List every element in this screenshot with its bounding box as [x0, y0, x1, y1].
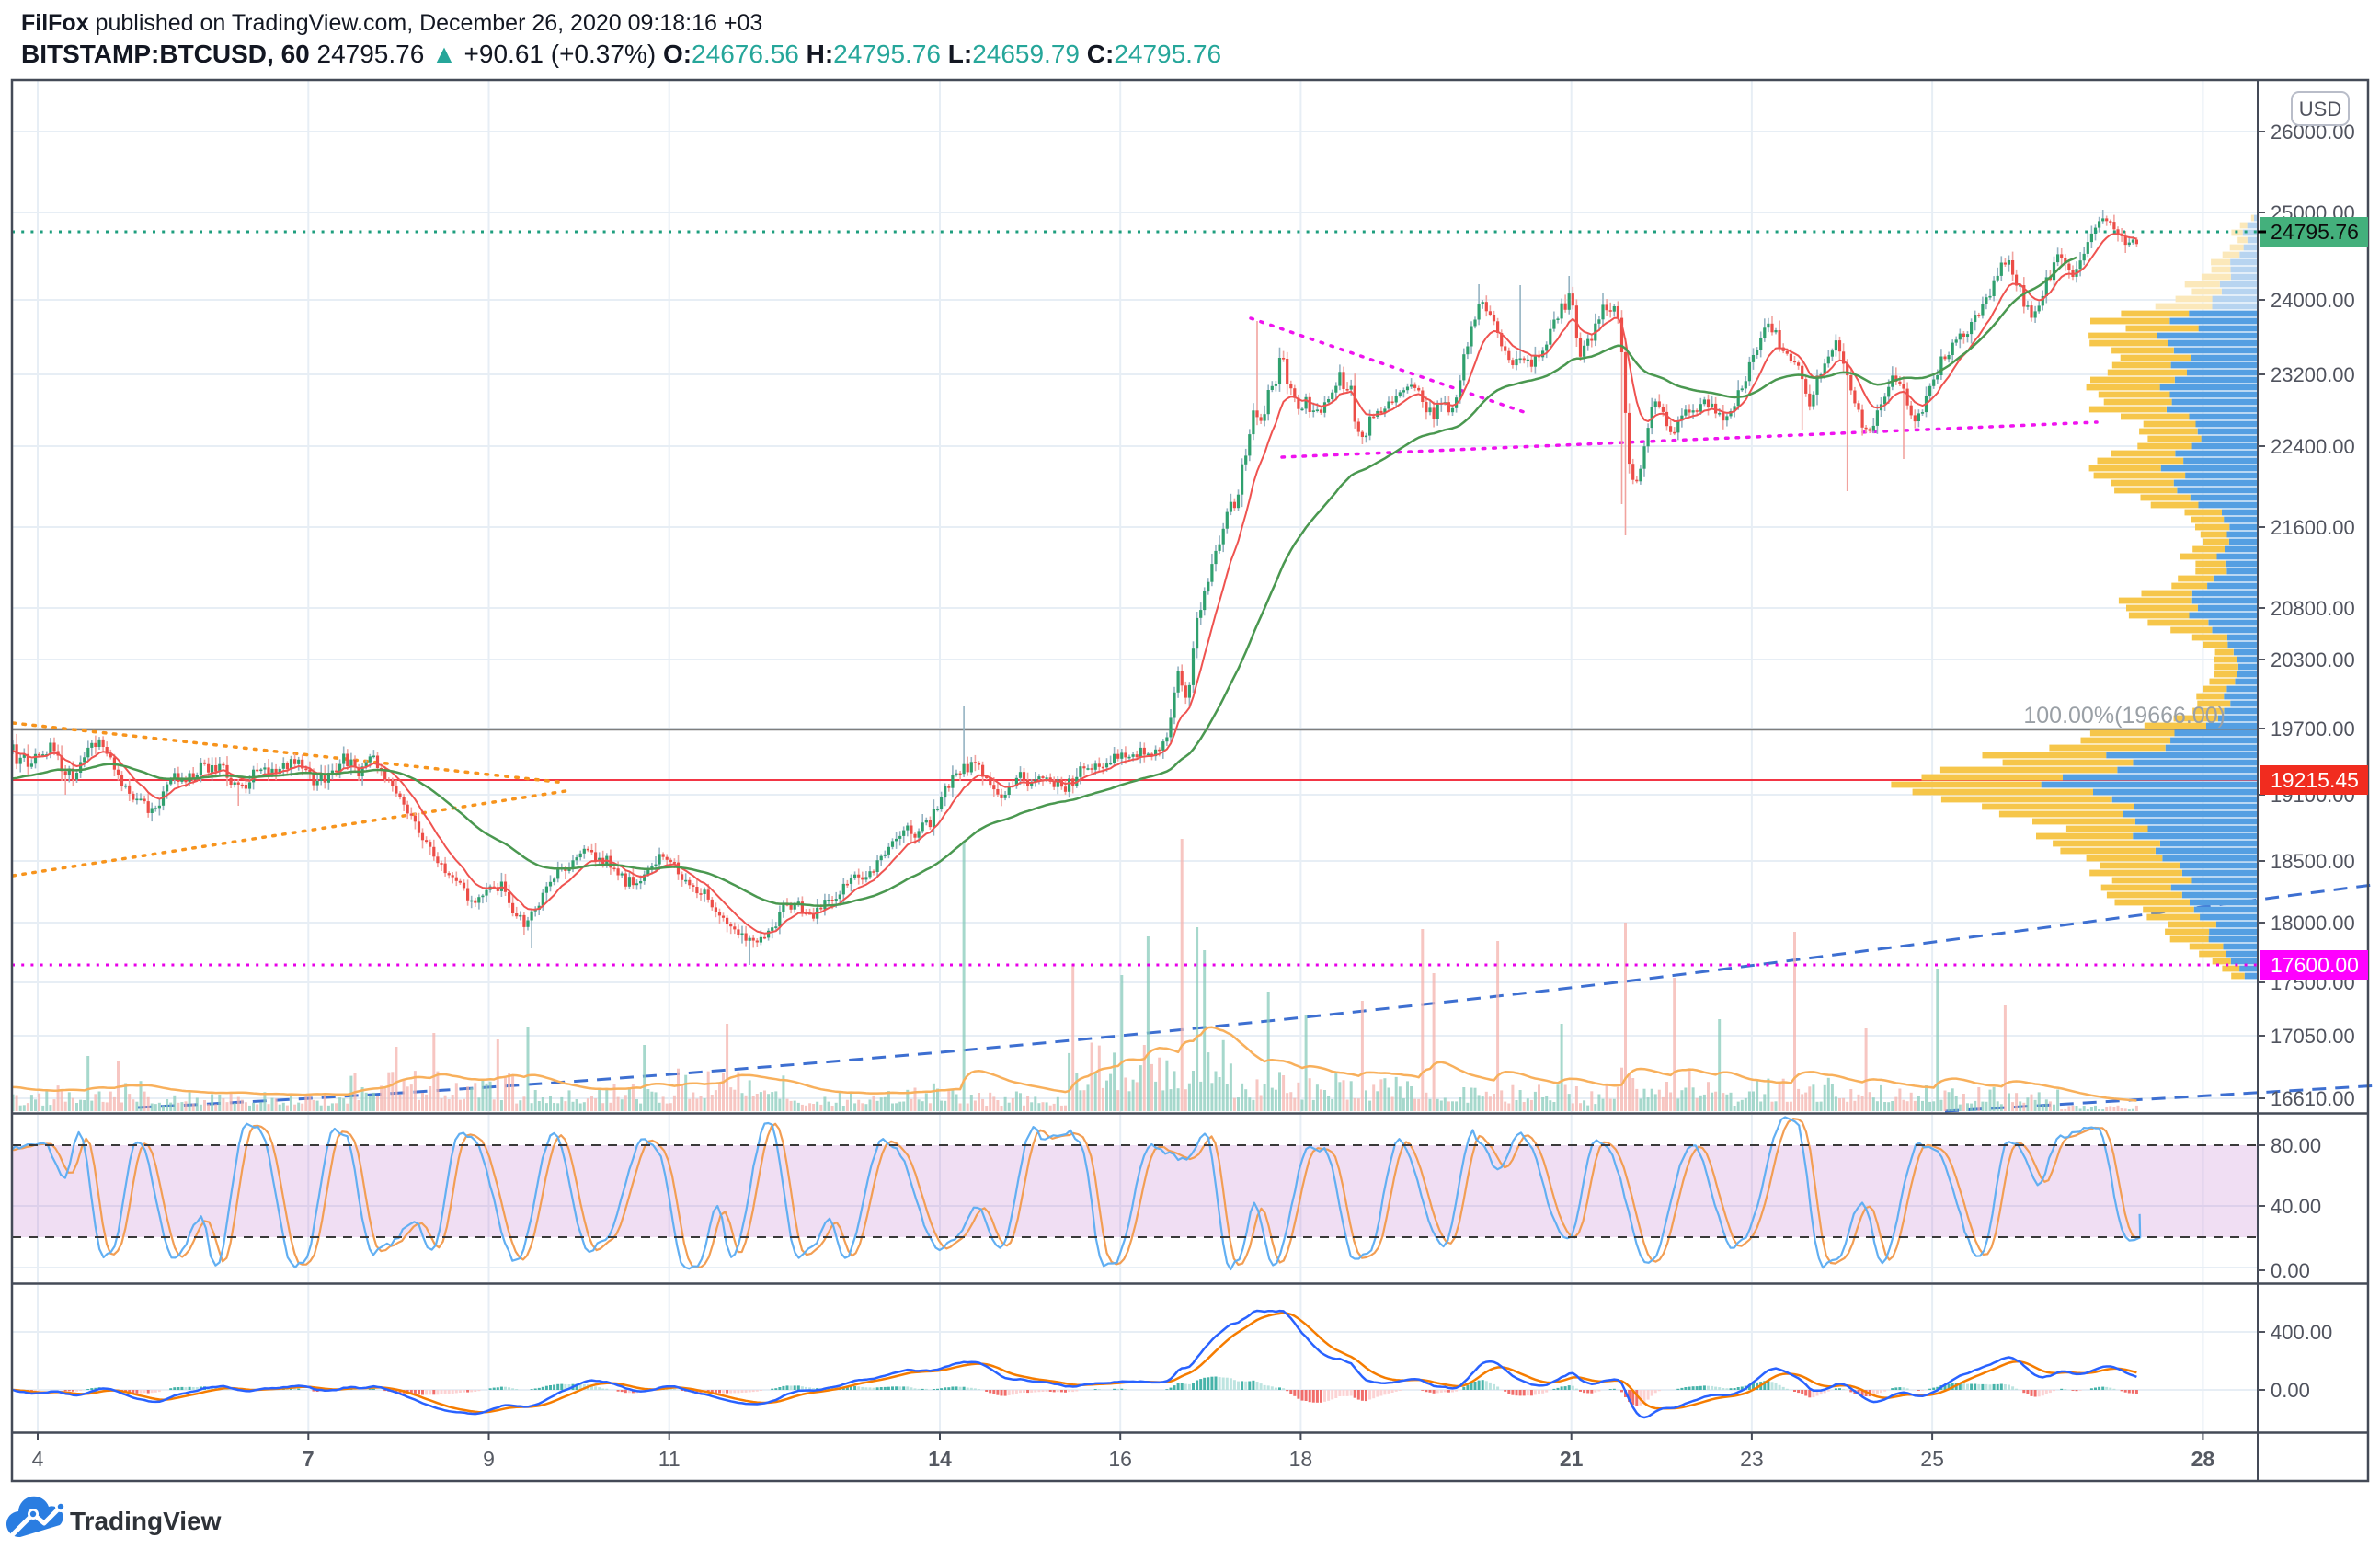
svg-text:100.00%(19666.00): 100.00%(19666.00) [2023, 703, 2226, 729]
svg-text:24000.00: 24000.00 [2271, 289, 2355, 312]
svg-text:0.00: 0.00 [2271, 1379, 2310, 1402]
svg-text:FilFox published on TradingVie: FilFox published on TradingView.com, Dec… [21, 10, 762, 36]
svg-text:BITSTAMP:BTCUSD, 60 24795.76: BITSTAMP:BTCUSD, 60 24795.76 ▲ +90.61 (+… [21, 40, 1221, 68]
svg-text:23: 23 [1740, 1447, 1764, 1471]
svg-text:22400.00: 22400.00 [2271, 435, 2355, 458]
svg-text:18500.00: 18500.00 [2271, 850, 2355, 873]
svg-text:14: 14 [928, 1447, 952, 1471]
svg-text:21600.00: 21600.00 [2271, 516, 2355, 539]
svg-text:TradingView: TradingView [70, 1507, 222, 1535]
svg-text:18: 18 [1289, 1447, 1313, 1471]
svg-text:11: 11 [658, 1447, 681, 1471]
svg-text:16610.00: 16610.00 [2271, 1087, 2355, 1110]
svg-text:21: 21 [1560, 1447, 1584, 1471]
svg-text:19700.00: 19700.00 [2271, 717, 2355, 740]
svg-text:4: 4 [32, 1447, 44, 1471]
svg-text:17050.00: 17050.00 [2271, 1025, 2355, 1048]
svg-text:20800.00: 20800.00 [2271, 597, 2355, 620]
svg-text:0.00: 0.00 [2271, 1259, 2310, 1282]
svg-text:24795.76: 24795.76 [2271, 220, 2359, 244]
svg-text:40.00: 40.00 [2271, 1195, 2321, 1218]
svg-text:28: 28 [2191, 1447, 2215, 1471]
svg-text:18000.00: 18000.00 [2271, 912, 2355, 935]
svg-text:80.00: 80.00 [2271, 1134, 2321, 1157]
svg-text:19215.45: 19215.45 [2271, 768, 2359, 792]
svg-text:7: 7 [303, 1447, 315, 1471]
svg-text:16: 16 [1108, 1447, 1132, 1471]
svg-text:9: 9 [483, 1447, 495, 1471]
svg-text:25: 25 [1920, 1447, 1944, 1471]
svg-text:400.00: 400.00 [2271, 1321, 2332, 1344]
svg-text:17600.00: 17600.00 [2271, 953, 2359, 977]
svg-text:USD: USD [2299, 98, 2341, 120]
svg-text:20300.00: 20300.00 [2271, 648, 2355, 671]
svg-text:23200.00: 23200.00 [2271, 363, 2355, 386]
